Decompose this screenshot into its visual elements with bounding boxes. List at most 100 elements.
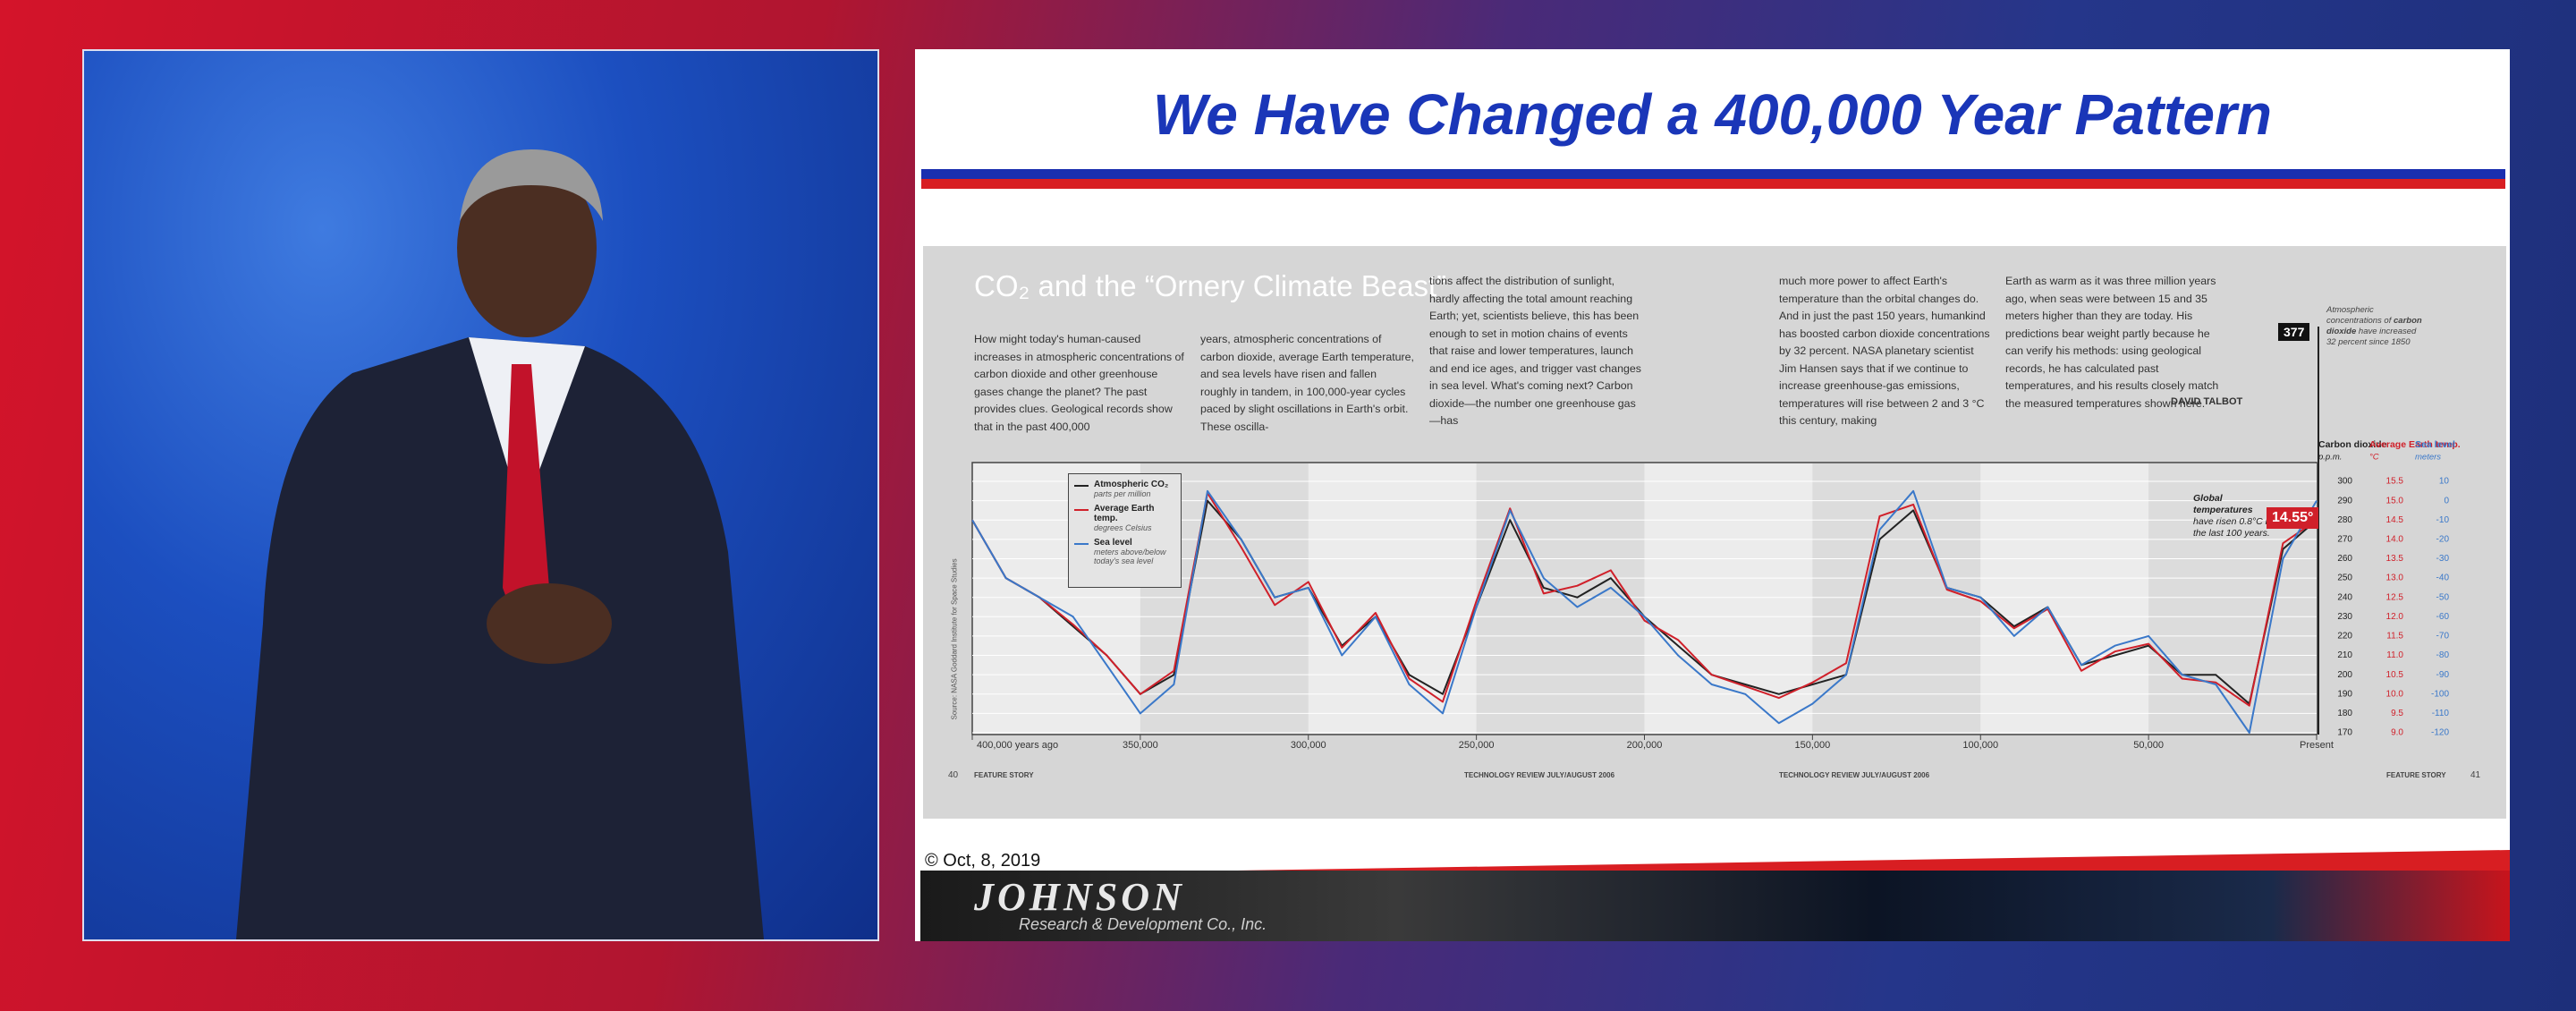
x-tick-label: 300,000 [1291, 740, 1326, 751]
y-tick-label: 220 [2337, 632, 2352, 641]
y-tick-label: -80 [2436, 650, 2450, 660]
x-tick-label: 50,000 [2133, 740, 2164, 751]
band [1476, 463, 1645, 734]
y-tick-label: 190 [2337, 689, 2352, 699]
blue-stripe [921, 169, 2505, 179]
band [1812, 463, 1981, 734]
x-tick-label: 400,000 years ago [977, 740, 1058, 751]
hair [460, 149, 603, 221]
article-column: How might today's human-caused increases… [974, 333, 1184, 433]
copyright: © Oct, 8, 2019 [925, 851, 1041, 871]
axis-unit: meters [2415, 453, 2441, 463]
legend-entry: Average Earth temp. degrees Celsius [1074, 504, 1177, 532]
y-tick-label: 240 [2337, 592, 2352, 602]
x-tick-label: 200,000 [1627, 740, 1663, 751]
head [457, 158, 597, 337]
axis-unit: p.p.m. [2318, 453, 2342, 463]
y-tick-label: 9.5 [2391, 709, 2403, 718]
tie [503, 364, 549, 641]
axis-title: Carbon dioxide [2318, 439, 2387, 450]
y-tick-label: 15.5 [2386, 477, 2404, 487]
footer: TECHNOLOGY REVIEW JULY/AUGUST 2006 [1779, 771, 1930, 779]
legend-entry: Sea level meters above/below today's sea … [1074, 538, 1177, 565]
co2-note-text: Atmospheric concentrations of [2326, 305, 2392, 326]
x-tick-label: Present [2300, 740, 2334, 751]
co2-note-text: have increased 32 percent since 1850 [2326, 327, 2417, 347]
y-tick-label: 9.0 [2391, 728, 2403, 738]
article-column: tions affect the distribution of sunligh… [1429, 275, 1641, 427]
y-tick-label: 10 [2439, 477, 2450, 487]
x-tick-label: 100,000 [1962, 740, 1998, 751]
x-tick-label: 350,000 [1123, 740, 1158, 751]
article-column: much more power to affect Earth's temper… [1779, 275, 1990, 427]
legend-entry: Atmospheric CO₂ parts per million [1074, 480, 1177, 498]
y-tick-label: -120 [2431, 728, 2449, 738]
legend-note: parts per million [1094, 489, 1151, 498]
y-tick-label: -40 [2436, 573, 2450, 583]
article-column: years, atmospheric concentrations of car… [1200, 333, 1415, 433]
y-tick-label: 180 [2337, 709, 2352, 718]
y-tick-label: -60 [2436, 612, 2450, 622]
slide: We Have Changed a 400,000 Year Pattern C… [915, 49, 2510, 941]
y-tick-label: 200 [2337, 670, 2352, 680]
y-tick-label: 14.5 [2386, 515, 2404, 525]
red-stripe [921, 179, 2505, 189]
article-column: Earth as warm as it was three million ye… [2005, 275, 2219, 410]
legend-label: Sea level [1094, 538, 1132, 548]
footer: 40 [948, 770, 959, 780]
y-tick-label: -90 [2436, 670, 2450, 680]
speaker [236, 149, 764, 939]
legend-note: meters above/below today's sea level [1094, 548, 1166, 565]
y-tick-label: 210 [2337, 650, 2352, 660]
video-panel [82, 49, 879, 941]
axis-title: Sea level [2415, 439, 2455, 450]
y-tick-label: 13.5 [2386, 554, 2404, 564]
temp-note-title: Global temperatures [2193, 493, 2253, 515]
y-tick-label: 11.0 [2386, 650, 2403, 660]
y-tick-label: 15.0 [2386, 496, 2404, 506]
y-tick-label: 0 [2444, 496, 2449, 506]
legend: Atmospheric CO₂ parts per million Average … [1068, 473, 1182, 588]
legend-swatch [1074, 543, 1089, 545]
co2-now-label: 377 [2278, 323, 2310, 341]
y-tick-label: 270 [2337, 534, 2352, 544]
y-tick-label: -100 [2431, 689, 2449, 699]
y-tick-label: -50 [2436, 592, 2450, 602]
legend-swatch [1074, 509, 1089, 511]
legend-note: degrees Celsius [1094, 523, 1152, 532]
y-tick-label: 14.0 [2386, 534, 2404, 544]
temp-note-text: have risen 0.8°C in the last 100 years. [2193, 516, 2273, 539]
y-tick-label: 10.5 [2386, 670, 2404, 680]
y-tick-label: 11.5 [2386, 632, 2403, 641]
y-tick-label: 12.0 [2386, 612, 2404, 622]
y-tick-label: 250 [2337, 573, 2352, 583]
legend-swatch [1074, 485, 1089, 487]
y-tick-label: 280 [2337, 515, 2352, 525]
axis-unit: °C [2369, 453, 2379, 463]
y-tick-label: 170 [2337, 728, 2352, 738]
y-tick-label: 290 [2337, 496, 2352, 506]
temp-note: Global temperatures have risen 0.8°C in … [2193, 493, 2274, 539]
series-line [971, 489, 2318, 734]
y-tick-label: -10 [2436, 515, 2450, 525]
hands [487, 583, 612, 664]
co2-note: Atmospheric concentrations of carbon dio… [2326, 305, 2425, 348]
logo-subtitle: Research & Development Co., Inc. [1019, 915, 1267, 933]
y-tick-label: 300 [2337, 477, 2352, 487]
footer: FEATURE STORY [2386, 771, 2446, 779]
footer: 41 [2470, 770, 2481, 780]
y-tick-label: -110 [2432, 709, 2450, 718]
y-tick-label: 10.0 [2386, 689, 2404, 699]
source-note: Source: NASA Goddard Institute for Space… [950, 558, 959, 720]
legend-entries: Atmospheric CO₂ parts per million Average … [1074, 480, 1177, 571]
footer: TECHNOLOGY REVIEW JULY/AUGUST 2006 [1464, 771, 1615, 779]
slide-title: We Have Changed a 400,000 Year Pattern [1153, 82, 2272, 147]
legend-label: Average Earth temp. [1094, 504, 1155, 523]
y-tick-label: -70 [2436, 632, 2450, 641]
headline: CO₂ and the “Ornery Climate Beast” [974, 269, 1447, 302]
footer: FEATURE STORY [974, 771, 1034, 779]
x-tick-label: 150,000 [1794, 740, 1830, 751]
red-band [1183, 850, 2510, 871]
byline: DAVID TALBOT [2171, 396, 2243, 407]
y-tick-label: -20 [2436, 534, 2450, 544]
